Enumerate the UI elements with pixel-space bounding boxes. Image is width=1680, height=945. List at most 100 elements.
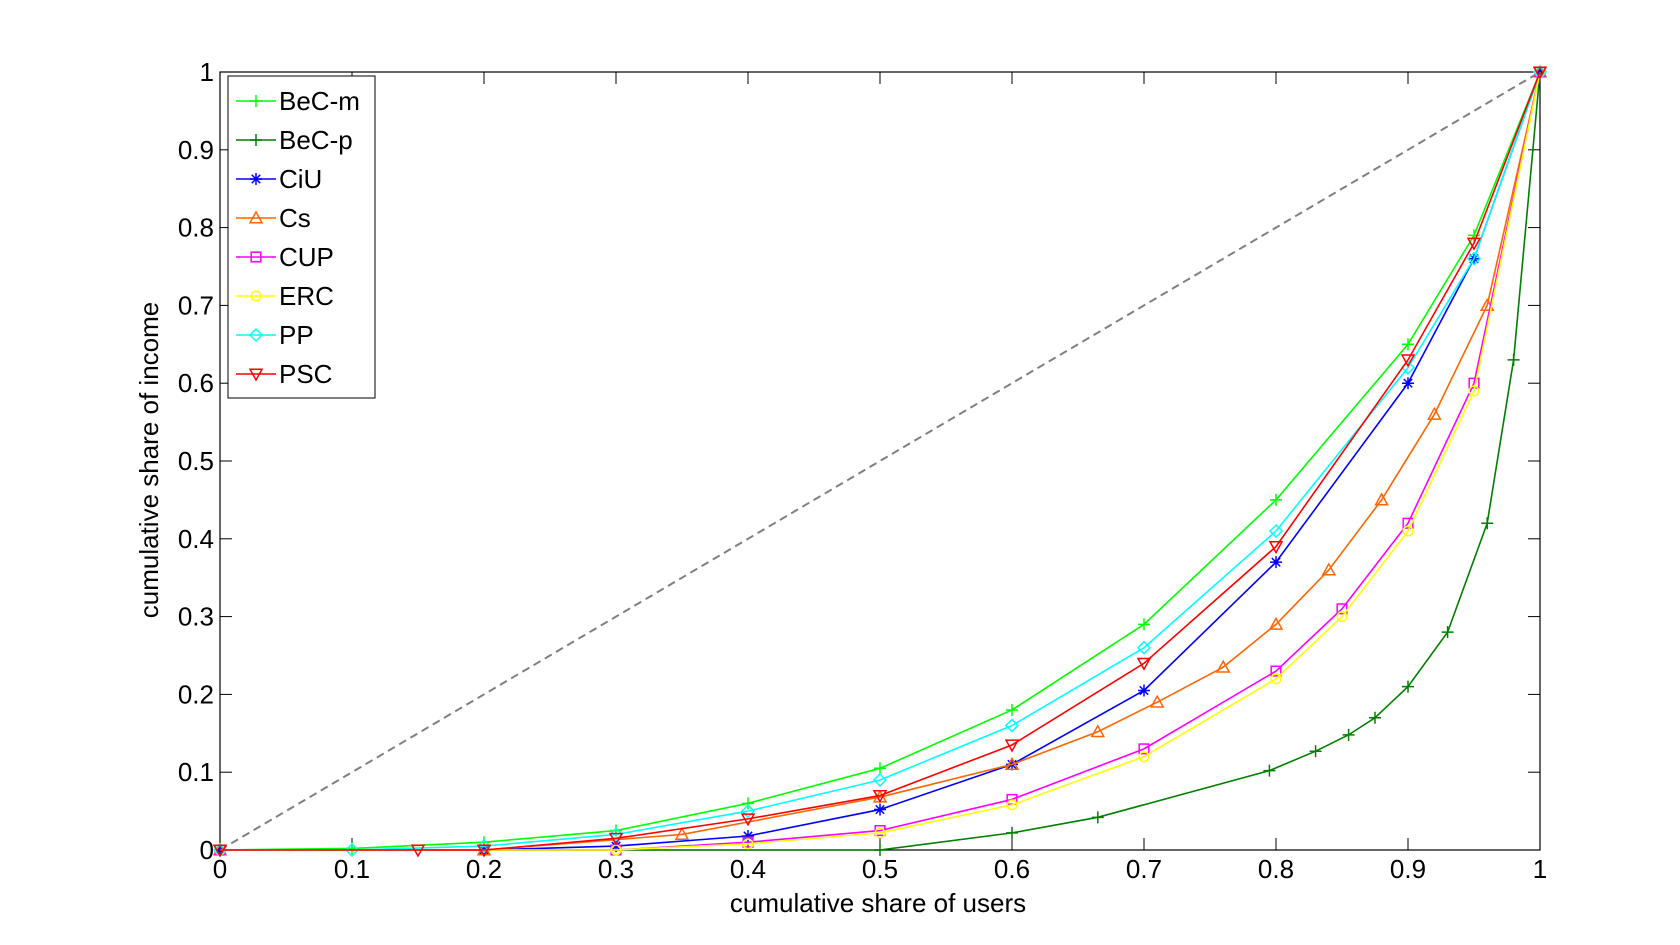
y-tick-label: 0.9 (178, 135, 214, 165)
data-point-cup (1138, 743, 1150, 755)
series-line-cup (220, 71, 1541, 851)
data-point-psc (1004, 739, 1020, 753)
y-tick-label: 0.4 (178, 524, 214, 554)
y-tick-label: 0.7 (178, 290, 214, 320)
data-point-cs (1374, 492, 1389, 506)
data-point-psc (608, 832, 624, 846)
x-tick-label: 0.2 (466, 854, 502, 884)
x-tick-label: 0 (213, 854, 227, 884)
data-point-psc (410, 844, 426, 858)
data-point-erc (1006, 799, 1018, 811)
data-point-bec-m (1270, 493, 1282, 506)
legend: BeC-m BeC-p CiU Cs CUP ERC PP PSC (227, 75, 376, 399)
data-point-psc (1532, 66, 1548, 80)
data-point-bec-m (874, 762, 886, 775)
data-point-erc (874, 827, 886, 839)
plot-area: 0 0.1 0.2 0.3 0.4 0.5 0.6 0.7 0.8 0.9 1 0 0.1 0.2 0.3 0… (178, 57, 1548, 884)
legend-label-bec-p: BeC-p (279, 125, 353, 155)
series-line-pp (220, 71, 1541, 851)
data-point-psc (1466, 237, 1482, 251)
data-point-ciu (742, 829, 754, 842)
legend-marker-ciu (250, 173, 262, 185)
y-tick-label: 0.6 (178, 368, 214, 398)
data-point-ciu (1402, 377, 1414, 390)
y-tick-label: 0.2 (178, 679, 214, 709)
x-tick-label: 0.7 (1126, 854, 1162, 884)
legend-label-ciu: CiU (279, 164, 322, 194)
x-tick-label: 0.4 (730, 854, 766, 884)
y-tick-label: 0 (200, 835, 214, 865)
data-point-ciu (874, 803, 886, 816)
x-tick-label: 0.5 (862, 854, 898, 884)
data-point-cs (1321, 562, 1337, 576)
legend-marker-bec-p (250, 134, 262, 146)
legend-marker-pp (248, 327, 264, 343)
data-point-psc (1268, 541, 1284, 555)
legend-label-cs: Cs (279, 203, 311, 233)
data-point-cs (1427, 406, 1442, 420)
data-point-cup (1336, 603, 1348, 615)
data-point-bec-p (1402, 680, 1414, 693)
legend-label-pp: PP (279, 320, 314, 350)
data-point-bec-p (1481, 517, 1494, 530)
data-point-bec-p (1441, 626, 1454, 639)
data-point-erc (1402, 525, 1414, 537)
y-tick-label: 0.3 (178, 602, 214, 632)
equality-reference-line (219, 71, 1541, 851)
legend-label-cup: CUP (279, 242, 334, 272)
data-point-pp (740, 804, 756, 819)
data-point-cup (1402, 517, 1414, 529)
y-axis-label: cumulative share of income (134, 302, 164, 618)
y-tick-label: 1 (200, 57, 214, 87)
legend-marker-cup (250, 251, 262, 263)
data-point-psc (212, 844, 228, 858)
data-point-ciu (1138, 684, 1150, 697)
data-point-pp (1136, 640, 1152, 655)
x-axis-label: cumulative share of users (730, 888, 1026, 918)
data-point-pp (872, 772, 888, 788)
data-point-pp (608, 827, 624, 842)
data-point-cs (1004, 756, 1020, 770)
data-point-erc (1270, 673, 1282, 685)
data-point-cs (1090, 724, 1106, 738)
y-tick-label: 0.5 (178, 446, 214, 476)
x-tick-label: 1 (1533, 854, 1547, 884)
legend-label-bec-m: BeC-m (279, 86, 360, 116)
data-point-cs (1215, 659, 1231, 673)
data-point-pp (344, 842, 360, 858)
data-point-bec-m (1468, 229, 1480, 242)
data-point-bec-m (1402, 338, 1414, 351)
series-line-erc (220, 71, 1541, 851)
y-tick-label: 0.1 (178, 757, 214, 787)
data-point-pp (1466, 251, 1482, 266)
data-point-psc (476, 844, 492, 858)
y-tick-label: 0.8 (178, 213, 214, 243)
data-point-bec-p (1006, 826, 1018, 839)
data-point-cs (1268, 616, 1284, 630)
data-point-bec-m (1006, 703, 1018, 716)
x-tick-label: 0.3 (598, 854, 634, 884)
data-point-psc (872, 789, 888, 804)
series-line-cs (220, 71, 1541, 851)
x-tick-label: 0.6 (994, 854, 1030, 884)
data-point-bec-p (1263, 764, 1276, 777)
data-point-erc (1468, 385, 1480, 397)
x-tick-label: 0.9 (1390, 854, 1426, 884)
data-point-bec-p (1342, 728, 1355, 741)
data-point-cs (674, 826, 690, 840)
data-point-pp (1004, 718, 1020, 733)
series-line-psc (220, 71, 1541, 851)
data-point-cs (1149, 694, 1165, 708)
data-point-bec-p (1369, 711, 1381, 724)
data-point-erc (1138, 751, 1150, 763)
legend-marker-bec-m (250, 95, 262, 107)
legend-marker-psc (248, 368, 264, 382)
data-point-cup (1270, 665, 1282, 677)
series-bec-m (214, 66, 1546, 856)
legend-box (227, 75, 376, 399)
legend-label-psc: PSC (279, 359, 332, 389)
data-point-erc (742, 838, 754, 850)
data-point-bec-m (1138, 618, 1150, 631)
data-point-psc (1136, 657, 1152, 671)
